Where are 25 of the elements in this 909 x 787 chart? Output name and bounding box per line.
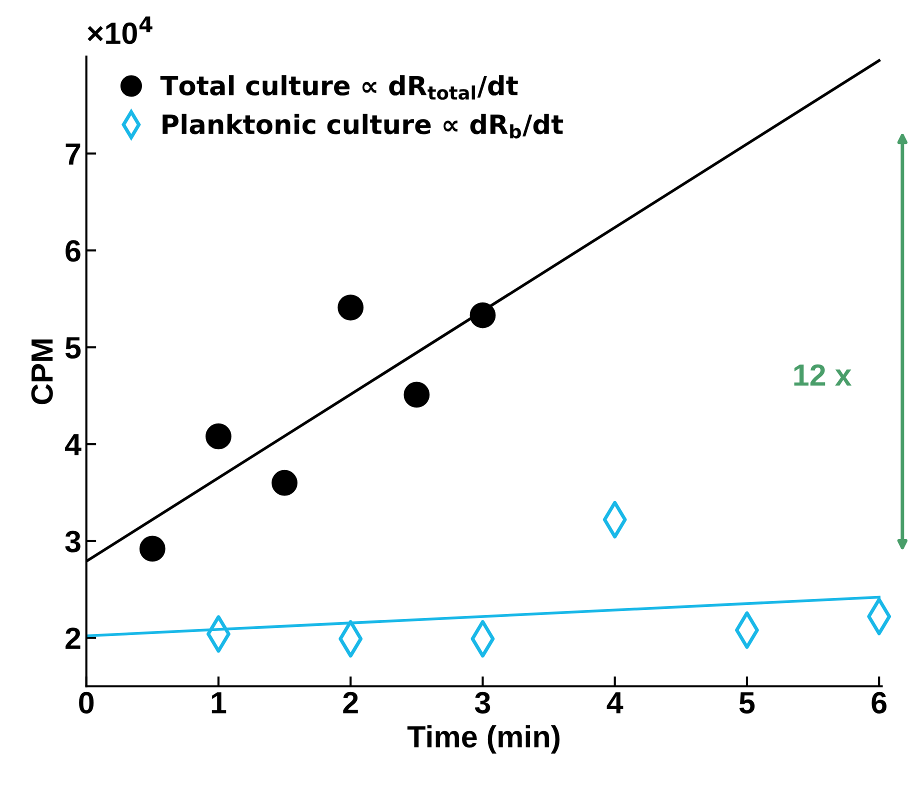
x-tick-label: 1 xyxy=(212,692,226,714)
y-tick-label: 3 xyxy=(65,530,80,552)
y-tick-label: 7 xyxy=(66,144,80,165)
y-axis-title: CPM xyxy=(31,340,53,404)
x-tick-label: 3 xyxy=(474,692,490,714)
point xyxy=(404,382,430,408)
x-tick-label: 6 xyxy=(872,692,886,714)
x-tick-label: 0 xyxy=(79,692,94,714)
point xyxy=(139,536,166,562)
y-tick-label: 2 xyxy=(66,628,80,649)
annotation: 12 x xyxy=(794,364,852,386)
y-tick-label: 6 xyxy=(66,240,80,262)
text: ×10$^{4}$ xyxy=(88,16,152,44)
point xyxy=(338,294,364,320)
point xyxy=(470,302,496,328)
point xyxy=(206,423,232,450)
legend-label: Planktonic culture ∝ dR$_{b}$/dt xyxy=(162,114,564,139)
x-axis-title: Time (min) xyxy=(407,725,560,754)
y-tick-label: 4 xyxy=(64,434,82,456)
y-tick-label: 5 xyxy=(65,337,81,359)
legend-label: Total culture ∝ dR$_{total}$/dt xyxy=(160,75,518,100)
x-tick-label: 4 xyxy=(606,692,624,714)
x-tick-label: 5 xyxy=(739,692,755,714)
point xyxy=(272,470,298,496)
x-tick-label: 2 xyxy=(343,692,358,714)
